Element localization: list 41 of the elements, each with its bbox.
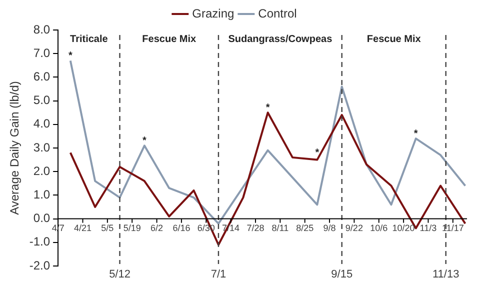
x-tick-label: 9/22 xyxy=(345,222,363,233)
annotation: * xyxy=(315,147,320,158)
annotation: * xyxy=(142,136,146,147)
x-tick-label: 6/2 xyxy=(150,222,164,233)
x-tick-label: 5/19 xyxy=(123,222,141,233)
y-tick-label: 2.0 xyxy=(33,164,50,178)
y-tick-label: -2.0 xyxy=(29,258,50,272)
y-tick-label: 4.0 xyxy=(33,116,50,131)
annotation: * xyxy=(68,50,72,62)
x-tick-label: 10/6 xyxy=(370,222,388,233)
x-tick-label: 6/16 xyxy=(172,222,190,233)
x-tick-label: 8/25 xyxy=(296,222,314,233)
annotation: Triticale xyxy=(70,34,108,45)
x-tick-label: 8/11 xyxy=(272,222,289,233)
annotation: * xyxy=(266,102,270,114)
annotation: Fescue Mix xyxy=(142,34,197,45)
ref-line-label: 7/1 xyxy=(210,268,226,281)
y-tick-label: 7.0 xyxy=(33,46,50,60)
y-tick-label: 1.0 xyxy=(33,188,50,202)
legend-label: Grazing xyxy=(192,6,234,20)
y-tick-label: 3.0 xyxy=(33,140,50,154)
x-tick-label: 7/28 xyxy=(246,222,264,233)
annotation: Fescue Mix xyxy=(366,34,422,45)
annotation: Sudangrass/Cowpeas xyxy=(228,34,333,45)
y-tick-label: 6.0 xyxy=(33,70,50,84)
y-tick-label: 8.0 xyxy=(33,22,50,36)
x-tick-label: 4/21 xyxy=(74,222,92,233)
ref-line-label: 9/15 xyxy=(331,268,353,281)
x-tick-label: 9/8 xyxy=(323,222,336,233)
y-axis-title: Average Daily Gain (lb/d) xyxy=(8,81,22,215)
y-tick-label: -1.0 xyxy=(29,234,50,249)
x-tick-label: 10/20 xyxy=(392,222,415,233)
annotation: * xyxy=(414,128,418,140)
ref-line-label: 11/13 xyxy=(432,268,460,281)
y-tick-label: 0.0 xyxy=(33,211,50,226)
legend-label: Control xyxy=(258,6,297,20)
x-tick-label: 5/5 xyxy=(101,222,114,233)
x-tick-label: 11/3 xyxy=(420,222,437,233)
ref-line-label: 5/12 xyxy=(109,268,130,281)
y-tick-label: 5.0 xyxy=(33,93,50,108)
x-tick-label: 11/17 xyxy=(442,222,464,233)
